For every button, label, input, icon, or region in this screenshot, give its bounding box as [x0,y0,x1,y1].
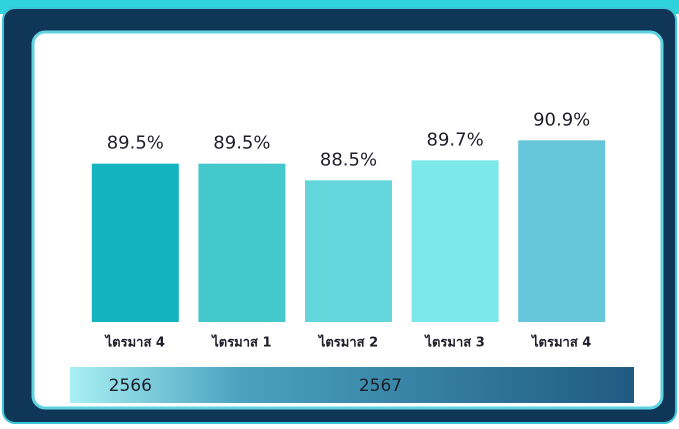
bar [518,140,606,322]
value-label: 89.7% [427,129,484,150]
year-label: 2567 [359,376,402,396]
bar [91,163,179,322]
value-label: 89.5% [213,133,270,154]
value-label: 90.9% [533,109,590,130]
x-tick-label: ไตรมาส 4 [104,334,165,351]
bar [198,163,286,322]
year-label: 2566 [109,376,152,396]
x-tick-label: ไตรมาส 3 [423,334,484,351]
bar [411,160,499,322]
year-band [70,367,634,403]
x-tick-label: ไตรมาส 4 [530,334,591,351]
value-label: 89.5% [107,133,164,154]
bar [305,180,392,322]
value-label: 88.5% [320,149,377,170]
x-tick-label: ไตรมาส 1 [210,334,271,351]
x-tick-label: ไตรมาส 2 [317,334,378,351]
